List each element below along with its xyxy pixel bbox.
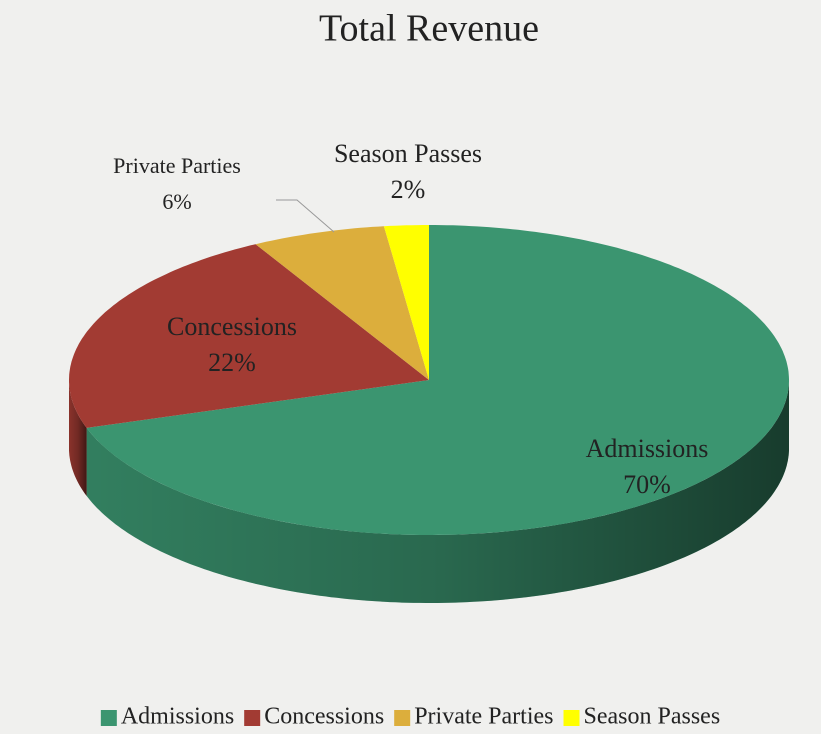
slice xyxy=(86,225,790,535)
data-label-value: 6% xyxy=(162,189,191,214)
chart-title: Total Revenue xyxy=(319,8,539,50)
legend-swatch xyxy=(100,710,117,726)
data-label-name: Private Parties xyxy=(113,153,241,178)
legend-label: Season Passes xyxy=(584,704,721,730)
data-label-name: Admissions xyxy=(586,434,709,463)
legend-swatch xyxy=(394,710,411,726)
data-label-name: Season Passes xyxy=(334,139,482,168)
slice-shade xyxy=(86,380,790,603)
slice xyxy=(255,226,429,380)
slice-shade xyxy=(69,380,87,496)
legend-swatch xyxy=(244,710,261,726)
legend-label: Private Parties xyxy=(414,704,553,730)
slice xyxy=(69,244,429,428)
data-label-value: 22% xyxy=(208,348,256,377)
data-label-value: 70% xyxy=(623,470,671,499)
data-label-value: 2% xyxy=(391,175,426,204)
legend-label: Admissions xyxy=(121,704,234,730)
slice xyxy=(383,225,429,380)
data-label-name: Concessions xyxy=(167,312,297,341)
legend-swatch xyxy=(563,710,580,726)
legend-label: Concessions xyxy=(264,704,384,730)
leader-line xyxy=(276,199,335,233)
